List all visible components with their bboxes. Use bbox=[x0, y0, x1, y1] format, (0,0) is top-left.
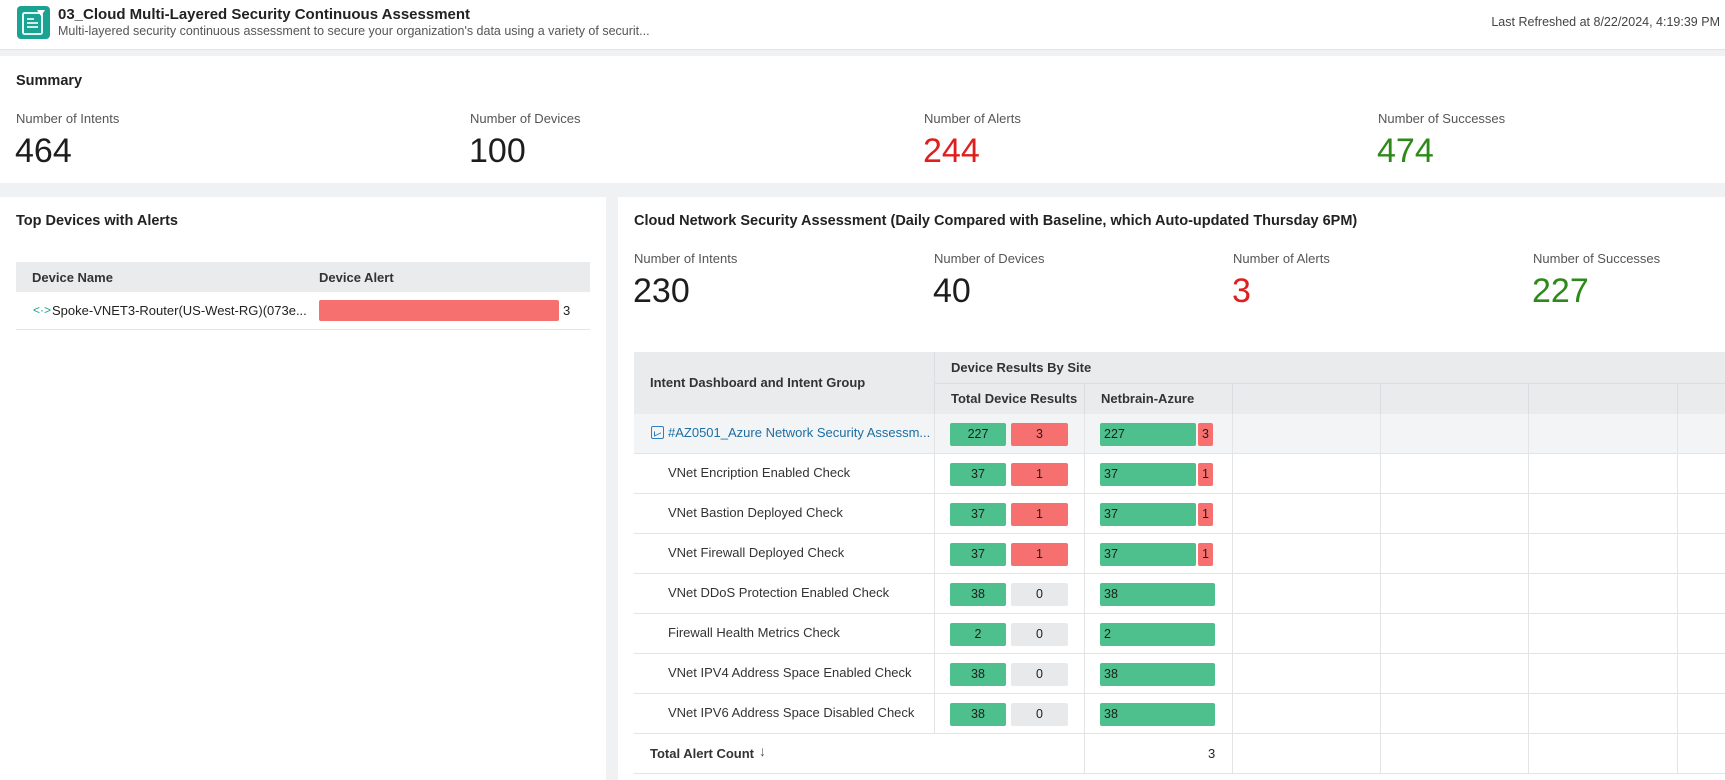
col-site-label: Netbrain-Azure bbox=[1101, 391, 1195, 406]
site-alert-pill[interactable]: 1 bbox=[1198, 463, 1213, 486]
intent-group-label: VNet IPV6 Address Space Disabled Check bbox=[668, 705, 915, 720]
total-row: Total Alert Count ↓ 3 bbox=[634, 734, 1725, 774]
dashboard-doc-icon bbox=[17, 6, 50, 39]
site-success-pill[interactable]: 227 bbox=[1100, 423, 1196, 446]
cloud-successes-label: Number of Successes bbox=[1533, 251, 1661, 266]
top-devices-panel: Top Devices with Alerts Device Name Devi… bbox=[0, 197, 606, 780]
col-site-header[interactable]: Netbrain-Azure bbox=[1084, 383, 1232, 414]
site-success-pill[interactable]: 37 bbox=[1100, 543, 1196, 566]
col-group-label: Device Results By Site bbox=[951, 360, 1092, 375]
intent-group-label: VNet Firewall Deployed Check bbox=[668, 545, 845, 560]
col-empty-header bbox=[1528, 383, 1677, 414]
col-empty-header bbox=[1232, 383, 1380, 414]
stat-alerts-value: 244 bbox=[923, 132, 980, 170]
cloud-intents-label: Number of Intents bbox=[634, 251, 738, 266]
col-total-header[interactable]: Total Device Results bbox=[934, 383, 1084, 414]
intent-group-label: Firewall Health Metrics Check bbox=[668, 625, 840, 640]
site-success-pill[interactable]: 37 bbox=[1100, 503, 1196, 526]
site-alert-pill[interactable]: 3 bbox=[1198, 423, 1213, 446]
total-success-pill[interactable]: 38 bbox=[950, 703, 1006, 726]
cloud-devices-label: Number of Devices bbox=[934, 251, 1045, 266]
cloud-successes-value: 227 bbox=[1532, 272, 1589, 310]
site-alert-pill[interactable]: 1 bbox=[1198, 503, 1213, 526]
total-alert-value: 3 bbox=[1208, 746, 1216, 761]
site-success-pill[interactable]: 38 bbox=[1100, 663, 1215, 686]
intent-dashboard-link[interactable]: #AZ0501_Azure Network Security Assessm..… bbox=[668, 425, 931, 440]
total-success-pill[interactable]: 227 bbox=[950, 423, 1006, 446]
device-alert-count: 3 bbox=[563, 303, 571, 318]
intent-group-label: VNet Encription Enabled Check bbox=[668, 465, 851, 480]
top-devices-title: Top Devices with Alerts bbox=[16, 213, 178, 229]
total-alert-pill[interactable]: 1 bbox=[1011, 463, 1068, 486]
total-alert-pill[interactable]: 0 bbox=[1011, 663, 1068, 686]
cloud-devices-value: 40 bbox=[933, 272, 971, 310]
col-intent-label: Intent Dashboard and Intent Group bbox=[650, 375, 866, 390]
stat-successes-value: 474 bbox=[1377, 132, 1434, 170]
total-alert-pill[interactable]: 1 bbox=[1011, 543, 1068, 566]
total-success-pill[interactable]: 38 bbox=[950, 663, 1006, 686]
total-success-pill[interactable]: 37 bbox=[950, 463, 1006, 486]
cloud-alerts-label: Number of Alerts bbox=[1233, 251, 1330, 266]
site-success-pill[interactable]: 2 bbox=[1100, 623, 1215, 646]
intent-group-label: VNet Bastion Deployed Check bbox=[668, 505, 843, 520]
intent-dashboard-icon bbox=[651, 426, 664, 439]
stat-alerts-label: Number of Alerts bbox=[924, 111, 1021, 126]
total-success-pill[interactable]: 37 bbox=[950, 543, 1006, 566]
page-header: 03_Cloud Multi-Layered Security Continuo… bbox=[0, 0, 1725, 50]
arrow-down-icon[interactable]: ↓ bbox=[759, 743, 766, 759]
total-success-pill[interactable]: 2 bbox=[950, 623, 1006, 646]
total-alert-pill[interactable]: 1 bbox=[1011, 503, 1068, 526]
table-row[interactable]: #AZ0501_Azure Network Security Assessm..… bbox=[634, 414, 1725, 454]
cloud-assessment-panel: Cloud Network Security Assessment (Daily… bbox=[618, 197, 1725, 780]
table-header: Device Name Device Alert bbox=[16, 262, 590, 292]
stat-devices-label: Number of Devices bbox=[470, 111, 581, 126]
total-alert-label: Total Alert Count bbox=[650, 746, 754, 761]
device-name[interactable]: Spoke-VNET3-Router(US-West-RG)(073e... bbox=[52, 303, 307, 318]
table-row[interactable]: VNet DDoS Protection Enabled Check 38 0 38 bbox=[634, 574, 1725, 614]
total-success-pill[interactable]: 37 bbox=[950, 503, 1006, 526]
site-success-pill[interactable]: 38 bbox=[1100, 583, 1215, 606]
page-subtitle: Multi-layered security continuous assess… bbox=[58, 24, 650, 38]
total-success-pill[interactable]: 38 bbox=[950, 583, 1006, 606]
summary-panel: Summary Number of Intents 464 Number of … bbox=[0, 56, 1725, 183]
col-device-alert[interactable]: Device Alert bbox=[319, 270, 394, 285]
page-title: 03_Cloud Multi-Layered Security Continuo… bbox=[58, 6, 471, 23]
table-row[interactable]: <·> Spoke-VNET3-Router(US-West-RG)(073e.… bbox=[16, 292, 590, 330]
top-devices-table: Device Name Device Alert <·> Spoke-VNET3… bbox=[16, 262, 590, 330]
total-alert-pill[interactable]: 0 bbox=[1011, 703, 1068, 726]
stat-devices-value: 100 bbox=[469, 132, 526, 170]
col-empty-header bbox=[1677, 383, 1725, 414]
total-alert-pill[interactable]: 3 bbox=[1011, 423, 1068, 446]
col-device-name[interactable]: Device Name bbox=[32, 270, 113, 285]
intent-group-label: VNet DDoS Protection Enabled Check bbox=[668, 585, 890, 600]
total-alert-pill[interactable]: 0 bbox=[1011, 583, 1068, 606]
table-row[interactable]: Firewall Health Metrics Check 2 0 2 bbox=[634, 614, 1725, 654]
total-alert-pill[interactable]: 0 bbox=[1011, 623, 1068, 646]
col-intent-header[interactable]: Intent Dashboard and Intent Group bbox=[634, 352, 934, 414]
table-row[interactable]: VNet Bastion Deployed Check 37 1 37 1 bbox=[634, 494, 1725, 534]
table-row[interactable]: VNet IPV6 Address Space Disabled Check 38… bbox=[634, 694, 1725, 734]
col-total-label: Total Device Results bbox=[951, 391, 1078, 406]
last-refreshed: Last Refreshed at 8/22/2024, 4:19:39 PM bbox=[1491, 15, 1720, 29]
cloud-alerts-value: 3 bbox=[1232, 272, 1251, 310]
site-success-pill[interactable]: 38 bbox=[1100, 703, 1215, 726]
device-alert-bar bbox=[319, 300, 559, 321]
site-success-pill[interactable]: 37 bbox=[1100, 463, 1196, 486]
site-alert-pill[interactable]: 1 bbox=[1198, 543, 1213, 566]
table-row[interactable]: VNet Firewall Deployed Check 37 1 37 1 bbox=[634, 534, 1725, 574]
col-empty-header bbox=[1380, 383, 1528, 414]
stat-intents-label: Number of Intents bbox=[16, 111, 120, 126]
stat-successes-label: Number of Successes bbox=[1378, 111, 1506, 126]
cloud-intents-value: 230 bbox=[633, 272, 690, 310]
cloud-title: Cloud Network Security Assessment (Daily… bbox=[634, 213, 1358, 229]
device-link-icon: <·> bbox=[33, 303, 52, 317]
intent-group-label: VNet IPV4 Address Space Enabled Check bbox=[668, 665, 912, 680]
stat-intents-value: 464 bbox=[15, 132, 72, 170]
table-row[interactable]: VNet Encription Enabled Check 37 1 37 1 bbox=[634, 454, 1725, 494]
table-row[interactable]: VNet IPV4 Address Space Enabled Check 38 0… bbox=[634, 654, 1725, 694]
col-group-header: Device Results By Site bbox=[934, 352, 1725, 383]
summary-title: Summary bbox=[16, 73, 83, 89]
